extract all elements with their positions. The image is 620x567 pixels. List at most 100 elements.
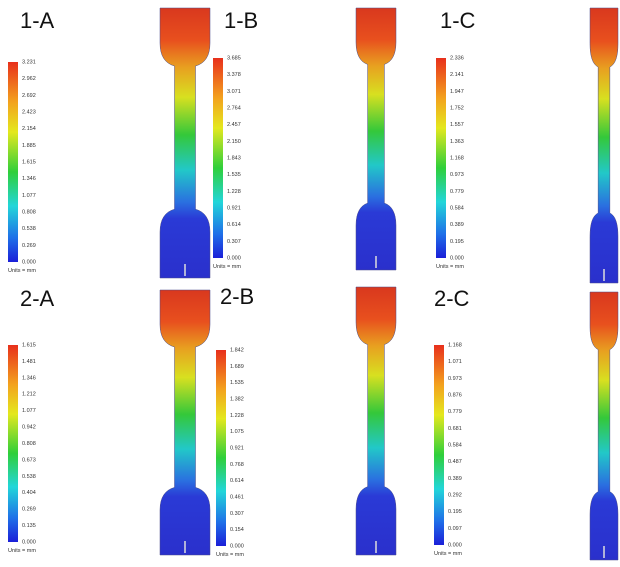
colorbar-tick: 0.097 (448, 526, 462, 532)
colorbar-tick: 0.673 (22, 457, 36, 463)
panel-label: 2-B (220, 284, 254, 309)
specimen (355, 286, 397, 556)
colorbar (216, 350, 226, 546)
colorbar-tick: 0.538 (22, 474, 36, 480)
colorbar-tick: 2.457 (227, 122, 241, 128)
colorbar-tick: 1.168 (448, 342, 462, 348)
colorbar-tick: 2.150 (227, 139, 241, 145)
colorbar-tick: 0.584 (450, 205, 464, 211)
colorbar (436, 58, 446, 258)
specimen (589, 7, 619, 284)
panel-label: 1-C (440, 8, 476, 33)
colorbar-tick: 3.231 (22, 59, 36, 65)
colorbar-tick: 2.154 (22, 126, 36, 132)
colorbar-tick: 0.461 (230, 494, 244, 500)
panel-label: 2-C (434, 286, 470, 311)
colorbar-tick: 0.779 (450, 189, 464, 195)
colorbar-tick: 0.307 (230, 511, 244, 517)
colorbar-tick: 0.538 (22, 226, 36, 232)
colorbar-tick: 0.154 (230, 527, 244, 533)
colorbar-tick: 0.614 (227, 222, 241, 228)
colorbar-tick: 0.195 (448, 509, 462, 515)
colorbar-tick: 1.557 (450, 122, 464, 128)
colorbar-tick: 2.141 (450, 72, 464, 78)
colorbar-tick: 1.481 (22, 359, 36, 365)
colorbar-tick: 1.615 (22, 342, 36, 348)
colorbar (8, 62, 18, 262)
colorbar-tick: 2.764 (227, 105, 241, 111)
units-label: Units = mm (434, 551, 462, 557)
colorbar-tick: 1.382 (230, 396, 244, 402)
colorbar-tick: 0.487 (448, 459, 462, 465)
colorbar-tick: 0.876 (448, 392, 462, 398)
panel-label: 1-B (224, 8, 258, 33)
colorbar-tick: 2.962 (22, 76, 36, 82)
colorbar-tick: 1.228 (227, 189, 241, 195)
colorbar (434, 345, 444, 545)
colorbar-tick: 3.685 (227, 55, 241, 61)
units-label: Units = mm (216, 552, 244, 558)
colorbar-tick: 1.363 (450, 139, 464, 145)
colorbar-tick: 0.614 (230, 478, 244, 484)
colorbar-tick: 0.000 (230, 543, 244, 549)
colorbar-tick: 0.973 (448, 376, 462, 382)
specimen (159, 7, 211, 279)
panel-label: 1-A (20, 8, 55, 33)
colorbar (213, 58, 223, 258)
colorbar-tick: 0.000 (22, 259, 36, 265)
colorbar-tick: 1.689 (230, 364, 244, 370)
specimen (589, 291, 619, 561)
colorbar-tick: 0.921 (227, 205, 241, 211)
colorbar-tick: 1.752 (450, 105, 464, 111)
colorbar-tick: 1.346 (22, 176, 36, 182)
colorbar-tick: 0.808 (22, 209, 36, 215)
units-label: Units = mm (213, 264, 241, 270)
colorbar-tick: 1.212 (22, 392, 36, 398)
colorbar-tick: 1.077 (22, 193, 36, 199)
colorbar-tick: 1.843 (227, 155, 241, 161)
colorbar-tick: 0.195 (450, 239, 464, 245)
colorbar-tick: 1.075 (230, 429, 244, 435)
colorbar-tick: 1.228 (230, 413, 244, 419)
colorbar-tick: 0.389 (450, 222, 464, 228)
colorbar-tick: 1.535 (227, 172, 241, 178)
panel-label: 2-A (20, 286, 55, 311)
units-label: Units = mm (8, 268, 36, 274)
units-label: Units = mm (8, 548, 36, 554)
colorbar-tick: 1.077 (22, 408, 36, 414)
specimen (159, 289, 211, 556)
colorbar-tick: 0.942 (22, 425, 36, 431)
colorbar-tick: 0.000 (22, 539, 36, 545)
colorbar-tick: 0.307 (227, 239, 241, 245)
colorbar-tick: 0.681 (448, 426, 462, 432)
colorbar-tick: 0.000 (450, 255, 464, 261)
colorbar-tick: 1.535 (230, 380, 244, 386)
colorbar-tick: 2.692 (22, 93, 36, 99)
units-label: Units = mm (436, 264, 464, 270)
colorbar-tick: 1.615 (22, 159, 36, 165)
colorbar (8, 345, 18, 542)
colorbar-tick: 1.885 (22, 143, 36, 149)
colorbar-tick: 0.404 (22, 490, 36, 496)
colorbar-tick: 3.071 (227, 89, 241, 95)
colorbar-tick: 0.269 (22, 507, 36, 513)
colorbar-tick: 2.423 (22, 109, 36, 115)
colorbar-tick: 0.292 (448, 492, 462, 498)
colorbar-tick: 1.168 (450, 155, 464, 161)
colorbar-tick: 1.346 (22, 375, 36, 381)
colorbar-tick: 1.842 (230, 347, 244, 353)
colorbar-tick: 0.768 (230, 462, 244, 468)
colorbar-tick: 0.808 (22, 441, 36, 447)
colorbar-tick: 0.269 (22, 243, 36, 249)
colorbar-tick: 1.947 (450, 89, 464, 95)
colorbar-tick: 3.378 (227, 72, 241, 78)
colorbar-tick: 0.389 (448, 476, 462, 482)
specimen (355, 7, 397, 271)
colorbar-tick: 0.000 (448, 542, 462, 548)
colorbar-tick: 0.135 (22, 523, 36, 529)
colorbar-tick: 1.071 (448, 359, 462, 365)
colorbar-tick: 0.584 (448, 442, 462, 448)
colorbar-tick: 0.973 (450, 172, 464, 178)
colorbar-tick: 0.000 (227, 255, 241, 261)
